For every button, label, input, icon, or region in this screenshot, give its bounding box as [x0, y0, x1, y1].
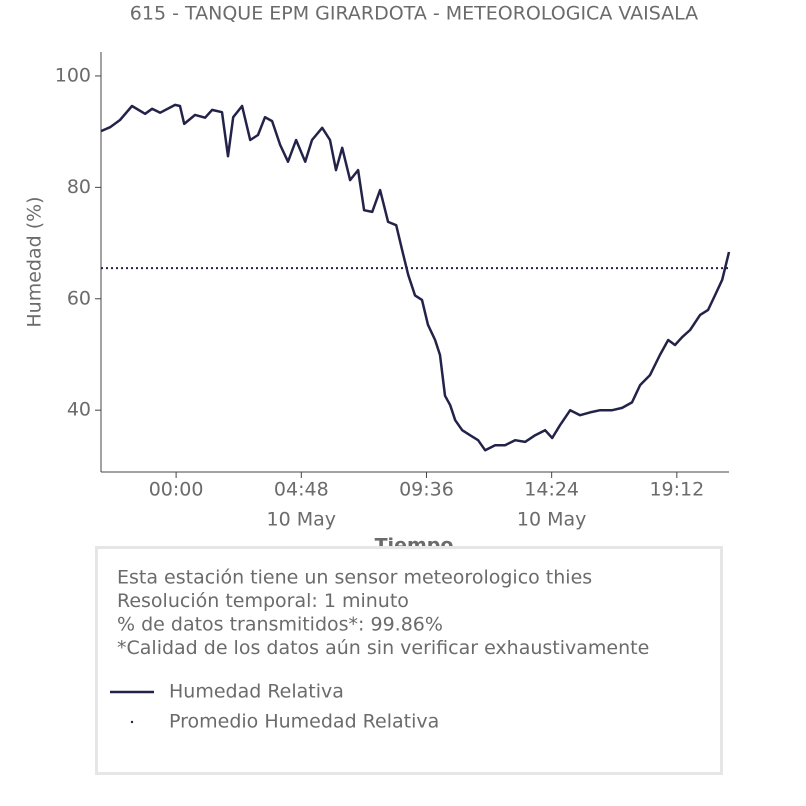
- legend-marker: [130, 720, 134, 724]
- x-tick-label: 04:48: [274, 479, 329, 501]
- x-tick-label: 14:24: [524, 479, 579, 501]
- note: % de datos transmitidos*: 99.86%: [117, 614, 443, 636]
- x-date-label: 10 May: [517, 509, 587, 531]
- note: *Calidad de los datos aún sin verificar …: [117, 637, 649, 659]
- y-tick-label: 80: [67, 176, 91, 198]
- chart-title: 615 - TANQUE EPM GIRARDOTA - METEOROLOGI…: [130, 3, 698, 25]
- note: Esta estación tiene un sensor meteorolog…: [117, 567, 592, 589]
- legend-label: Promedio Humedad Relativa: [169, 711, 439, 733]
- x-tick-label: 09:36: [399, 479, 454, 501]
- x-date-label: 10 May: [267, 509, 337, 531]
- y-tick-label: 40: [67, 399, 91, 421]
- y-tick-label: 100: [55, 64, 91, 86]
- info-box: [95, 546, 723, 775]
- y-axis-label: Humedad (%): [24, 196, 46, 327]
- x-tick-label: 19:12: [649, 479, 704, 501]
- note: Resolución temporal: 1 minuto: [117, 590, 409, 612]
- legend-label: Humedad Relativa: [169, 681, 344, 703]
- y-tick-label: 60: [67, 287, 91, 309]
- x-tick-label: 00:00: [149, 479, 204, 501]
- data-line: [100, 103, 731, 452]
